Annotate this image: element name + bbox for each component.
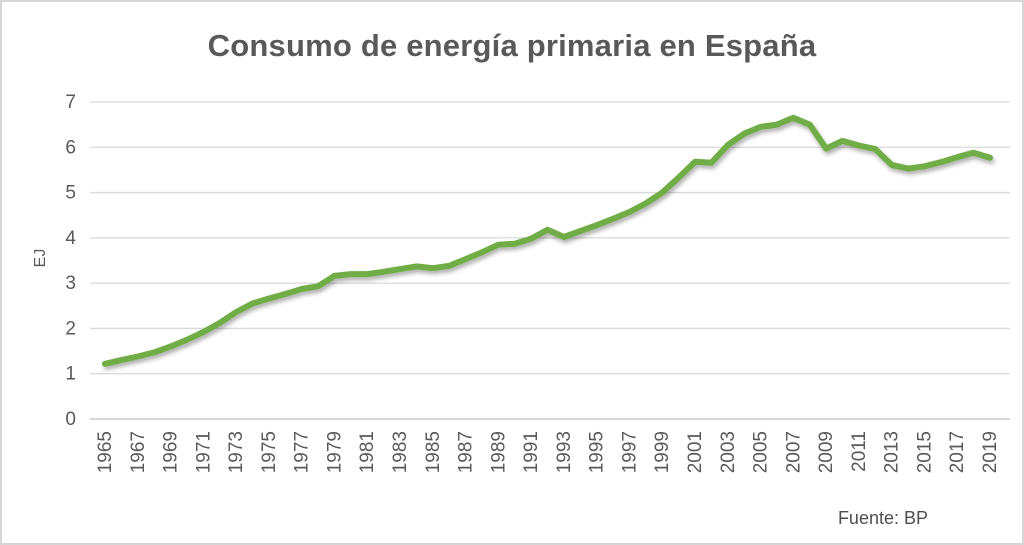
- x-tick-label: 1991: [521, 431, 542, 473]
- x-tick-label: 1969: [161, 431, 182, 473]
- y-tick-label: 0: [65, 409, 76, 430]
- y-tick-label: 5: [65, 183, 76, 204]
- y-tick-label: 4: [65, 228, 76, 249]
- x-tick-label: 1997: [619, 431, 640, 473]
- x-tick-label: 1965: [95, 431, 116, 473]
- chart-title: Consumo de energía primaria en España: [207, 28, 817, 63]
- x-tick-label: 2015: [914, 431, 935, 473]
- x-tick-label: 1995: [587, 431, 608, 473]
- x-tick-label: 1987: [456, 431, 477, 473]
- source-note: Fuente: BP: [837, 508, 928, 528]
- x-tick-label: 2001: [685, 431, 706, 473]
- x-tick-label: 1977: [292, 431, 313, 473]
- x-tick-label: 1989: [488, 431, 509, 473]
- y-tick-label: 1: [65, 364, 76, 385]
- x-tick-label: 1981: [357, 431, 378, 473]
- x-tick-label: 1967: [128, 431, 149, 473]
- x-tick-label: 2011: [849, 431, 870, 472]
- x-tick-label: 1999: [652, 431, 673, 473]
- energy-consumption-line: [102, 114, 993, 367]
- x-tick-label: 1993: [554, 431, 575, 473]
- x-tick-label: 1985: [423, 431, 444, 473]
- x-tick-label: 1979: [324, 431, 345, 473]
- x-tick-label: 1971: [193, 431, 214, 473]
- x-tick-label: 2009: [816, 431, 837, 473]
- x-tick-label: 1983: [390, 431, 411, 473]
- x-tick-label: 2019: [980, 431, 1001, 473]
- x-tick-label: 1973: [226, 431, 247, 473]
- x-tick-label: 2003: [718, 431, 739, 473]
- y-tick-label: 2: [65, 318, 76, 339]
- x-tick-label: 2013: [882, 431, 903, 473]
- y-tick-label: 3: [65, 273, 76, 294]
- x-tick-label: 2005: [751, 431, 772, 473]
- y-tick-label: 6: [65, 137, 76, 158]
- x-tick-label: 2007: [783, 431, 804, 473]
- y-tick-label: 7: [65, 92, 76, 113]
- x-tick-label: 2017: [947, 431, 968, 473]
- x-tick-label: 1975: [259, 431, 280, 473]
